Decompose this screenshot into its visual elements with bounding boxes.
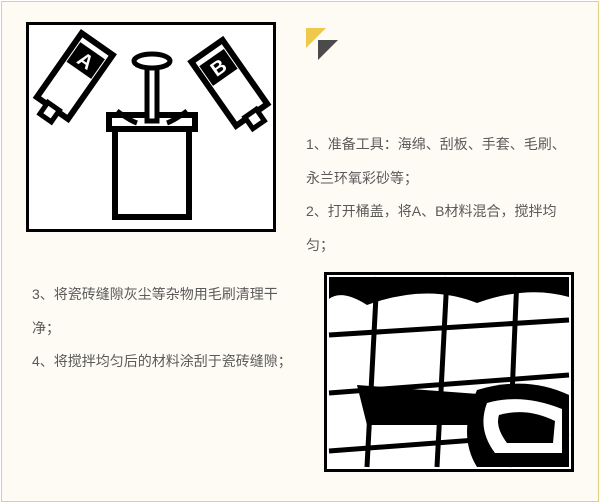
step-section-1: A B 1、准备工具：海绵、刮板、手套、毛刷、永兰环氧彩砂 [2, 2, 598, 262]
illustration-scraping [324, 272, 574, 472]
step-text-2: 3、将瓷砖缝隙灰尘等杂物用毛刷清理干净； 4、将搅拌均匀后的材料涂刮于瓷砖缝隙； [26, 272, 304, 487]
step-line: 2、打开桶盖，将A、B材料混合，搅拌均匀； [306, 195, 574, 262]
instruction-card: A B 1、准备工具：海绵、刮板、手套、毛刷、永兰环氧彩砂 [1, 1, 599, 502]
step-line: 4、将搅拌均匀后的材料涂刮于瓷砖缝隙； [32, 345, 298, 379]
triangle-dark [318, 40, 338, 60]
decorative-triangle [306, 28, 574, 68]
mixing-icon: A B [29, 25, 273, 229]
illustration-mixing: A B [26, 22, 276, 232]
step-line: 3、将瓷砖缝隙灰尘等杂物用毛刷清理干净； [32, 278, 298, 345]
step-text-1: 1、准备工具：海绵、刮板、手套、毛刷、永兰环氧彩砂等； 2、打开桶盖，将A、B材… [306, 22, 574, 252]
step-line: 1、准备工具：海绵、刮板、手套、毛刷、永兰环氧彩砂等； [306, 128, 574, 195]
step-section-2: 3、将瓷砖缝隙灰尘等杂物用毛刷清理干净； 4、将搅拌均匀后的材料涂刮于瓷砖缝隙； [2, 262, 598, 497]
scraping-icon [327, 275, 571, 469]
